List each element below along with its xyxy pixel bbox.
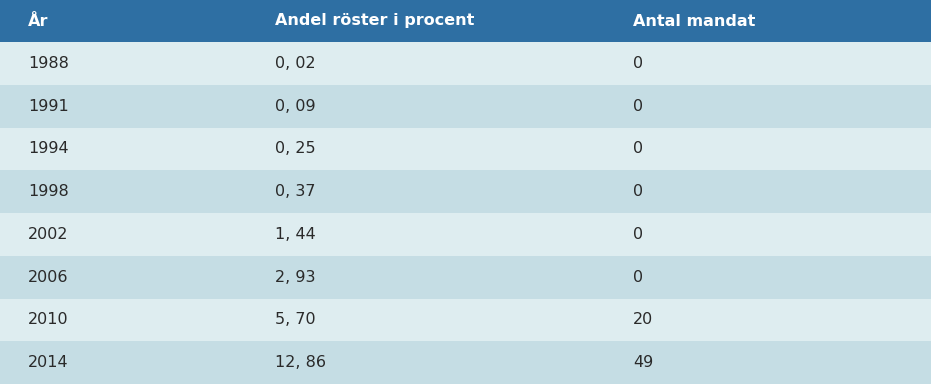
Bar [0, 341, 931, 384]
Text: 0, 09: 0, 09 [275, 99, 316, 114]
Text: 2010: 2010 [28, 312, 69, 328]
Bar [0, 85, 931, 127]
Text: 2006: 2006 [28, 270, 69, 285]
Text: 5, 70: 5, 70 [275, 312, 316, 328]
Text: 0: 0 [633, 99, 643, 114]
Text: 49: 49 [633, 355, 654, 370]
Text: 0: 0 [633, 56, 643, 71]
Text: 0: 0 [633, 184, 643, 199]
Text: Antal mandat: Antal mandat [633, 13, 755, 28]
Text: 12, 86: 12, 86 [275, 355, 326, 370]
Bar [0, 213, 931, 256]
Text: 2014: 2014 [28, 355, 69, 370]
Text: 1998: 1998 [28, 184, 69, 199]
Bar [0, 127, 931, 170]
Text: 20: 20 [633, 312, 654, 328]
Text: 1988: 1988 [28, 56, 69, 71]
Text: 0, 25: 0, 25 [275, 141, 316, 156]
Bar [0, 256, 931, 298]
Text: 0: 0 [633, 270, 643, 285]
Text: 0, 37: 0, 37 [275, 184, 316, 199]
Bar [0, 42, 931, 85]
Text: 0: 0 [633, 227, 643, 242]
Text: År: År [28, 13, 48, 28]
Text: 2002: 2002 [28, 227, 69, 242]
Bar [0, 298, 931, 341]
Bar [0, 170, 931, 213]
Bar [0, 0, 931, 42]
Text: 1991: 1991 [28, 99, 69, 114]
Text: 1, 44: 1, 44 [275, 227, 316, 242]
Text: 0, 02: 0, 02 [275, 56, 316, 71]
Text: Andel röster i procent: Andel röster i procent [275, 13, 474, 28]
Text: 1994: 1994 [28, 141, 69, 156]
Text: 2, 93: 2, 93 [275, 270, 316, 285]
Text: 0: 0 [633, 141, 643, 156]
